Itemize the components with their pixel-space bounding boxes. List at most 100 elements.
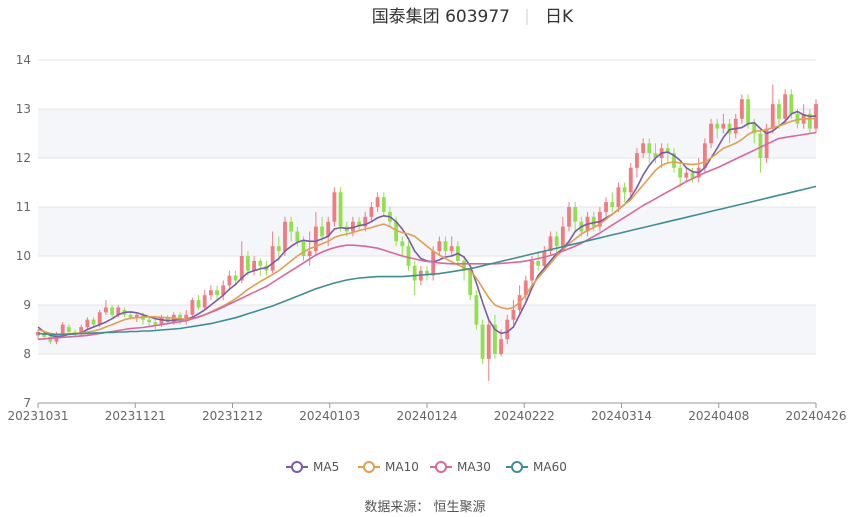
candle-body: [406, 246, 411, 266]
candle-body: [770, 104, 775, 129]
plot-bands: [38, 109, 816, 354]
candle-up: [202, 290, 207, 310]
candle-body: [739, 99, 744, 119]
candle-body: [616, 187, 621, 207]
candle-up: [696, 158, 701, 183]
candle-body: [202, 295, 207, 308]
candle-body: [97, 312, 102, 325]
candle-down: [727, 118, 732, 144]
candle-up: [486, 319, 491, 381]
candle-body: [474, 295, 479, 325]
candle-body: [647, 143, 652, 154]
candle-up: [437, 236, 442, 256]
candle-up: [184, 309, 189, 325]
x-tick-label: 20240408: [688, 409, 749, 423]
candle-body: [147, 319, 152, 323]
candle-up: [104, 300, 108, 315]
candle-up: [332, 187, 337, 227]
candle-up: [375, 192, 380, 212]
candle-body: [104, 307, 108, 313]
candle-up: [604, 197, 608, 217]
candle-body: [215, 290, 219, 296]
candle-up: [239, 241, 244, 283]
candle-body: [505, 319, 510, 340]
candle-body: [338, 192, 343, 227]
candle-body: [511, 309, 516, 320]
candle-up: [560, 216, 565, 252]
candle-down: [147, 317, 152, 328]
candle-down: [678, 162, 683, 188]
candle-body: [548, 236, 553, 252]
candle-down: [672, 148, 676, 173]
plot-band: [38, 305, 816, 354]
legend-marker: [435, 461, 447, 473]
candle-body: [777, 104, 781, 119]
candle-up: [739, 94, 744, 124]
candle-body: [758, 133, 763, 158]
candle-up: [567, 202, 571, 232]
candle-body: [431, 251, 436, 276]
candle-body: [795, 113, 800, 124]
candle-body: [449, 246, 454, 252]
candle-body: [591, 216, 596, 227]
candle-body: [678, 167, 683, 178]
candle-up: [85, 317, 90, 330]
candle-up: [628, 162, 633, 198]
candle-body: [221, 285, 226, 296]
candle-body: [42, 334, 47, 337]
candle-body: [536, 260, 541, 266]
legend-label: MA10: [385, 460, 419, 474]
legend-label: MA30: [457, 460, 491, 474]
candle-up: [252, 256, 257, 276]
candle-body: [190, 300, 195, 315]
candle-body: [276, 246, 281, 252]
candle-down: [474, 290, 479, 330]
candle-body: [684, 172, 689, 178]
candle-body: [573, 207, 578, 222]
ma60-line: [37, 185, 817, 336]
x-tick-label: 20231212: [202, 409, 263, 423]
candle-body: [252, 260, 257, 271]
candle-down: [746, 94, 750, 129]
candle-body: [702, 143, 707, 168]
candle-body: [184, 314, 189, 320]
candle-down: [233, 270, 238, 286]
candle-body: [60, 324, 65, 335]
candle-body: [295, 231, 300, 242]
candle-body: [493, 324, 497, 354]
candle-body: [480, 324, 485, 359]
candle-body: [283, 221, 287, 252]
legend-marker: [511, 461, 523, 473]
y-tick-label: 7: [23, 396, 31, 410]
legend-item-ma60[interactable]: MA60: [506, 460, 567, 474]
candle-body: [66, 327, 71, 332]
candle-body: [227, 275, 232, 286]
candle-body: [91, 319, 96, 325]
candle-down: [573, 202, 578, 232]
candle-body: [641, 143, 646, 154]
candle-up: [227, 270, 232, 291]
candle-body: [258, 260, 263, 266]
candle-up: [616, 182, 621, 212]
candle-body: [752, 123, 757, 134]
candle-down: [276, 236, 281, 261]
candle-body: [628, 167, 633, 193]
candle-body: [246, 256, 250, 271]
legend-item-ma10[interactable]: MA10: [358, 460, 419, 474]
x-tick-label: 20240103: [299, 409, 360, 423]
x-tick-label: 20240426: [785, 409, 846, 423]
chart-title: 国泰集团 603977 日K: [372, 7, 574, 27]
candle-down: [289, 216, 294, 242]
candle-down: [443, 236, 448, 256]
legend[interactable]: MA5 MA10 MA30 MA60: [286, 460, 567, 474]
candle-body: [783, 94, 788, 119]
candle-body: [208, 290, 213, 296]
candle-down: [777, 99, 781, 129]
candle-down: [653, 143, 658, 163]
legend-marker: [291, 461, 303, 473]
candle-down: [110, 305, 115, 318]
candle-body: [307, 251, 312, 256]
legend-item-ma30[interactable]: MA30: [430, 460, 491, 474]
legend-item-ma5[interactable]: MA5: [286, 460, 339, 474]
